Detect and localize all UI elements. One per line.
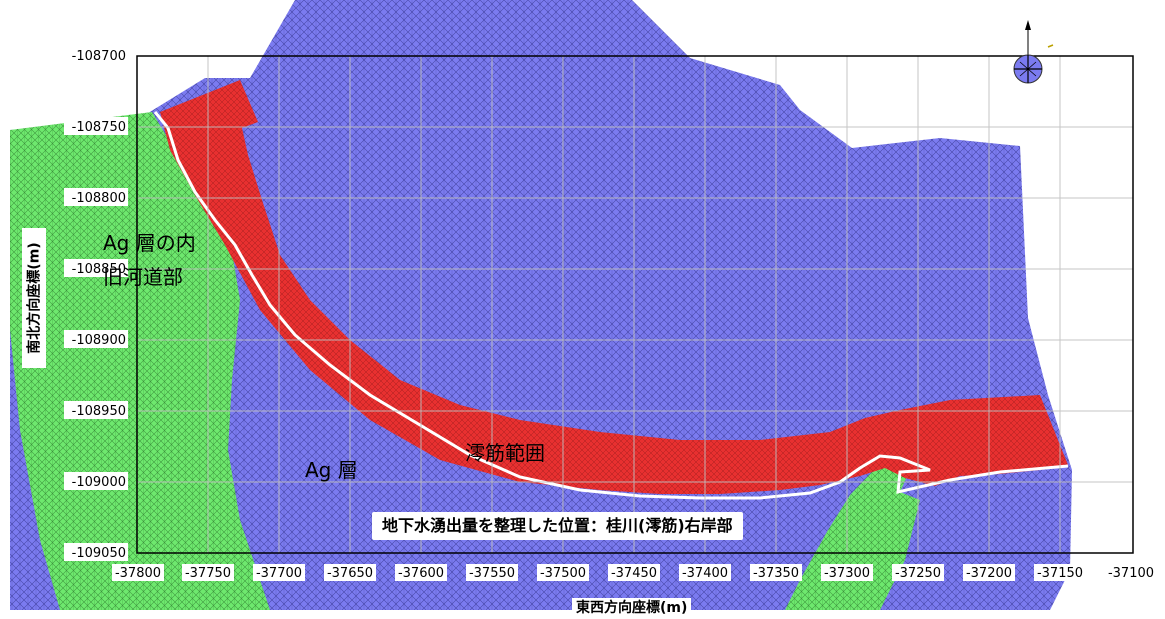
y-tick-label: -108900 <box>72 333 126 348</box>
x-tick-label: -37400 <box>682 566 728 581</box>
y-tick-label: -109000 <box>72 475 126 490</box>
x-tick-label: -37100 <box>1108 566 1154 581</box>
x-tick-label: -37500 <box>540 566 586 581</box>
channel-range-region <box>160 80 1068 494</box>
label-ag-layer: Ag 層 <box>305 458 358 482</box>
y-tick-label: -108750 <box>72 120 126 135</box>
x-tick-label: -37800 <box>115 566 161 581</box>
label-ag-inner-line1: Ag 層の内 <box>103 231 196 255</box>
y-axis-label: 南北方向座標(m) <box>22 228 46 368</box>
x-tick-label: -37750 <box>185 566 231 581</box>
y-tick-label: -108700 <box>72 49 126 64</box>
x-tick-label: -37350 <box>753 566 799 581</box>
map-caption: 地下水湧出量を整理した位置：桂川(澪筋)右岸部 <box>372 512 743 540</box>
y-tick-label: -109050 <box>72 546 126 561</box>
plot-frame <box>136 55 1134 554</box>
x-tick-label: -37200 <box>966 566 1012 581</box>
y-tick-labels: -108700 -108750 -108800 -108850 -108900 … <box>64 46 128 561</box>
x-tick-label: -37600 <box>398 566 444 581</box>
x-tick-labels: -37800 -37750 -37700 -37650 -37600 -3755… <box>112 564 1154 581</box>
x-tick-label: -37150 <box>1037 566 1083 581</box>
y-tick-label: -108800 <box>72 191 126 206</box>
x-tick-label: -37550 <box>469 566 515 581</box>
x-tick-label: -37300 <box>824 566 870 581</box>
compass-icon <box>1013 20 1054 84</box>
inner-old-channel-right <box>785 458 920 610</box>
x-tick-label: -37650 <box>327 566 373 581</box>
x-tick-label: -37700 <box>256 566 302 581</box>
x-tick-label: -37250 <box>895 566 941 581</box>
x-axis-label: 東西方向座標(m) <box>572 598 692 618</box>
x-tick-label: -37450 <box>611 566 657 581</box>
boundary-line <box>153 111 1069 500</box>
y-tick-label: -108950 <box>72 404 126 419</box>
y-tick-label: -108850 <box>72 262 126 277</box>
label-ag-inner-line2: 旧河道部 <box>103 265 183 289</box>
label-channel-range: 澪筋範囲 <box>465 441 545 465</box>
